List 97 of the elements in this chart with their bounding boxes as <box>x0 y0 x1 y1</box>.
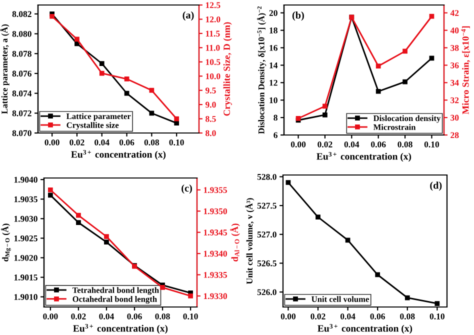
x-axis-title: Eu$^{3+}$ concentration (x) <box>316 152 412 162</box>
y-tick-label: 1.9020 <box>14 254 38 261</box>
y-tick-label: 8.080 <box>12 30 32 37</box>
y2-tick-label: 11.5 <box>206 30 220 37</box>
x-tick-label: 0.10 <box>183 314 198 320</box>
y2-tick-label: 1.9340 <box>204 250 227 257</box>
y2-tick-label: 38 <box>450 44 459 51</box>
y2-tick-label: 1.9355 <box>204 187 227 194</box>
y-tick-label: 8.082 <box>12 11 32 18</box>
y2-tick-label: 1.9330 <box>204 293 227 300</box>
x-tick-label: 0.06 <box>371 142 386 148</box>
y-tick-label: 1.9010 <box>14 294 38 300</box>
annotation: (d) <box>430 182 442 191</box>
y2-axis-title: d$_{Al−O}$ (Å) <box>230 224 240 262</box>
annotation: (b) <box>292 12 304 21</box>
y2-tick-label: 28 <box>450 132 459 138</box>
x-tick-label: 0.00 <box>43 314 58 320</box>
x-tick-label: 0.08 <box>144 140 160 146</box>
y-axis-title: Dislocation Density, δ[x10$^{−5}$] (Å)$^{−2}$ <box>257 6 266 134</box>
y2-tick-label: 8.0 <box>206 130 216 136</box>
y-tick-label: 526.0 <box>257 289 276 296</box>
y-tick-label: 8.078 <box>12 50 32 57</box>
y2-tick-label: 34 <box>450 80 459 86</box>
y-tick-label: 8.072 <box>12 110 32 116</box>
x-tick-label: 0.10 <box>424 142 440 148</box>
y-tick-label: 1.9035 <box>14 196 38 202</box>
y-axis-title: d$_{Mg−O}$ (Å) <box>1 224 11 262</box>
legend-label: Octahedral bond length <box>72 296 157 304</box>
y2-tick-label: 10.5 <box>206 59 220 66</box>
y2-tick-label: 1.9335 <box>204 272 227 278</box>
x-axis-title: Eu$^{3+}$ concentration (x) <box>73 324 168 334</box>
y2-tick-label: 40 <box>450 28 459 34</box>
legend-label: Dislocation density <box>373 115 441 123</box>
annotation: (c) <box>182 184 192 194</box>
x-tick-label: 0.10 <box>169 140 184 146</box>
legend-label: Lattice parameter <box>66 113 131 121</box>
y2-tick-label: 30 <box>450 114 459 121</box>
y-tick-label: 526.5 <box>257 260 276 266</box>
legend-label: Unit cell volume <box>312 296 369 302</box>
x-tick-label: 0.04 <box>340 314 356 320</box>
y-tick-label: 16 <box>270 44 278 51</box>
y-axis-title: Unit cell volume, v (Å³) <box>245 198 254 284</box>
x-tick-label: 0.10 <box>430 314 444 320</box>
x-tick-label: 0.00 <box>290 142 306 148</box>
y-axis-title: Lattice parameter, a (Å) <box>0 24 10 114</box>
x-tick-label: 0.00 <box>280 314 296 320</box>
x-tick-label: 0.06 <box>370 314 385 320</box>
x-tick-label: 0.02 <box>310 314 326 320</box>
x-tick-label: 0.04 <box>94 140 110 146</box>
x-tick-label: 0.06 <box>127 314 142 320</box>
y-tick-label: 20 <box>269 10 278 16</box>
legend-label: Crystallite size <box>66 122 119 130</box>
y-tick-label: 14 <box>270 62 278 68</box>
y-tick-label: 1.9040 <box>14 176 38 183</box>
y-tick-label: 528.0 <box>257 174 276 180</box>
y2-tick-label: 8.5 <box>206 116 216 122</box>
x-axis-title: Eu$^{3+}$ concentration (x) <box>71 150 166 160</box>
x-tick-label: 0.02 <box>71 314 86 320</box>
y-tick-label: 1.9015 <box>14 274 38 280</box>
y-tick-label: 18 <box>270 28 278 34</box>
y-tick-label: 527.0 <box>257 232 276 238</box>
y-tick-label: 10 <box>270 97 278 104</box>
x-tick-label: 0.00 <box>44 140 60 146</box>
y-tick-label: 8.074 <box>12 90 32 96</box>
annotation: (a) <box>182 11 194 21</box>
x-axis-title: Eu$^{3+}$ concentration (x) <box>318 324 412 334</box>
y2-tick-label: 12.5 <box>206 2 220 8</box>
x-tick-label: 0.04 <box>99 314 114 320</box>
y-tick-label: 8.076 <box>12 70 32 77</box>
x-tick-label: 0.08 <box>398 142 412 148</box>
y-tick-label: 1.9030 <box>14 216 38 222</box>
y-tick-label: 527.5 <box>257 202 276 209</box>
y2-tick-label: 32 <box>450 97 459 104</box>
x-tick-label: 0.04 <box>344 142 360 148</box>
y2-tick-label: 12.0 <box>206 16 220 22</box>
y-tick-label: 1.9025 <box>14 235 38 242</box>
y2-tick-label: 9.0 <box>205 102 216 108</box>
x-tick-label: 0.06 <box>119 140 134 146</box>
y-tick-label: 6 <box>274 132 278 138</box>
y-tick-label: 8 <box>274 114 278 121</box>
y2-tick-label: 10.0 <box>206 73 220 80</box>
x-tick-label: 0.08 <box>155 314 170 320</box>
y2-axis-title: Micro Strain, ε[x10$^{−4}$] <box>461 26 470 114</box>
y2-tick-label: 9.5 <box>205 88 216 94</box>
y2-axis-title: Crystallite Size, D (nm) <box>223 22 232 116</box>
y2-tick-label: 11.0 <box>206 44 220 51</box>
y2-tick-label: 36 <box>450 62 459 68</box>
y-tick-label: 12 <box>270 80 278 86</box>
legend-label: Tetrahedral bond length <box>72 287 159 295</box>
x-tick-label: 0.02 <box>70 140 84 146</box>
legend-label: Microstrain <box>373 124 416 130</box>
y2-tick-label: 42 <box>450 10 459 16</box>
y-tick-label: 8.070 <box>12 130 32 136</box>
y2-tick-label: 1.9345 <box>204 230 227 236</box>
x-tick-label: 0.08 <box>400 314 415 320</box>
y2-tick-label: 1.9350 <box>204 208 227 214</box>
x-tick-label: 0.02 <box>318 142 332 148</box>
